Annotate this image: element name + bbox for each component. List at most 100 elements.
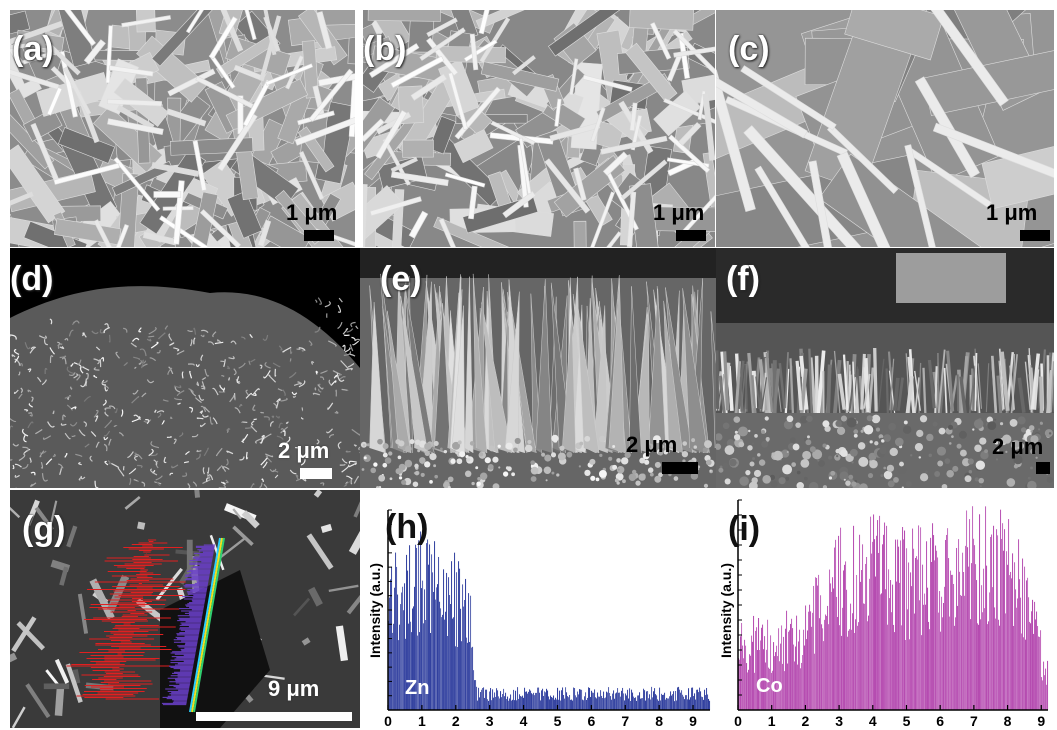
intensity-bar xyxy=(759,650,761,710)
intensity-bar xyxy=(501,697,503,710)
intensity-bar xyxy=(1003,550,1005,710)
intensity-bar xyxy=(792,628,794,710)
intensity-bar xyxy=(977,623,979,710)
intensity-bar xyxy=(826,615,828,710)
intensity-bar xyxy=(436,587,438,710)
intensity-bar xyxy=(885,589,887,710)
intensity-bar xyxy=(904,530,906,710)
sem-panel-b: (b) 1 μm xyxy=(363,10,715,247)
intensity-bar xyxy=(646,691,648,710)
x-tick-label: 9 xyxy=(1037,713,1045,729)
intensity-bar xyxy=(795,646,797,710)
intensity-bar xyxy=(850,603,852,710)
intensity-bar xyxy=(498,696,500,710)
intensity-bar xyxy=(743,658,745,710)
intensity-bar xyxy=(425,619,427,710)
intensity-bar xyxy=(958,539,960,710)
intensity-bar xyxy=(503,688,505,710)
intensity-bar xyxy=(607,692,609,710)
intensity-bar xyxy=(617,688,619,710)
intensity-bar xyxy=(925,604,927,710)
intensity-bar xyxy=(966,510,968,710)
intensity-bar xyxy=(1017,598,1019,710)
intensity-bar xyxy=(446,572,448,710)
intensity-bar xyxy=(556,699,558,710)
intensity-bar xyxy=(752,641,754,710)
intensity-bar xyxy=(516,700,518,710)
intensity-bar xyxy=(389,597,391,710)
intensity-bar xyxy=(947,528,949,710)
intensity-bar xyxy=(500,691,502,710)
intensity-bar xyxy=(530,690,532,710)
intensity-bar xyxy=(642,698,644,710)
intensity-bar xyxy=(828,624,830,710)
intensity-bar xyxy=(645,700,647,710)
intensity-bar xyxy=(695,699,697,710)
x-tick-label: 3 xyxy=(486,713,494,729)
intensity-bar xyxy=(633,696,635,710)
intensity-bar xyxy=(948,558,950,710)
intensity-bar xyxy=(415,544,417,710)
intensity-bar xyxy=(940,631,942,710)
intensity-bar xyxy=(929,629,931,710)
intensity-bar xyxy=(937,557,939,710)
intensity-bar xyxy=(553,695,555,710)
intensity-bar xyxy=(437,584,439,710)
intensity-bar xyxy=(938,612,940,710)
intensity-bar xyxy=(476,686,478,710)
intensity-bar xyxy=(703,699,705,710)
intensity-bar xyxy=(740,636,742,710)
intensity-bar xyxy=(884,522,886,710)
intensity-bar xyxy=(510,694,512,710)
intensity-bar xyxy=(671,695,673,710)
intensity-bar xyxy=(908,562,910,710)
intensity-bar xyxy=(532,694,534,710)
intensity-bar xyxy=(764,636,766,710)
intensity-bar xyxy=(928,621,930,710)
intensity-bar xyxy=(708,698,710,710)
intensity-bar xyxy=(702,697,704,710)
intensity-bar xyxy=(618,692,620,710)
intensity-bar xyxy=(680,692,682,710)
panel-label-e: (e) xyxy=(380,260,422,298)
intensity-bar xyxy=(447,635,449,710)
intensity-bar xyxy=(424,589,426,710)
intensity-bar xyxy=(544,691,546,710)
intensity-bar xyxy=(469,642,471,710)
intensity-bar xyxy=(672,694,674,710)
intensity-bar xyxy=(846,589,848,710)
intensity-bar xyxy=(972,506,974,710)
intensity-bar xyxy=(954,625,956,710)
intensity-bar xyxy=(808,611,810,710)
intensity-bar xyxy=(572,700,574,710)
intensity-bar xyxy=(1019,579,1021,710)
intensity-bar xyxy=(993,525,995,710)
intensity-bar xyxy=(411,632,413,710)
intensity-bar xyxy=(834,547,836,710)
intensity-bar xyxy=(911,586,913,710)
intensity-bar xyxy=(1043,661,1045,710)
intensity-bar xyxy=(986,565,988,710)
intensity-bar xyxy=(688,688,690,710)
intensity-bar xyxy=(936,550,938,710)
intensity-bar xyxy=(767,619,769,710)
intensity-bar xyxy=(893,624,895,710)
intensity-bar xyxy=(422,580,424,710)
intensity-bar xyxy=(507,696,509,710)
zn-intensity-chart: 0 1 2 3 4 5 6 7 8 9 xyxy=(384,509,711,729)
scale-bar-d xyxy=(300,468,332,479)
sem-panel-c: (c) 1 μm xyxy=(716,10,1054,247)
intensity-bar xyxy=(462,584,464,710)
intensity-bar xyxy=(609,692,611,710)
scale-bar-text-d: 2 μm xyxy=(278,438,330,463)
intensity-bar xyxy=(430,632,432,710)
intensity-bar xyxy=(428,564,430,710)
sem-panel-f: (f) 2 μm xyxy=(716,248,1054,488)
intensity-bar xyxy=(608,687,610,710)
intensity-bar xyxy=(923,604,925,710)
intensity-bar xyxy=(663,694,665,710)
intensity-bar xyxy=(890,580,892,710)
x-tick-label: 4 xyxy=(869,713,877,729)
intensity-bar xyxy=(851,629,853,710)
intensity-bar xyxy=(1001,538,1003,710)
